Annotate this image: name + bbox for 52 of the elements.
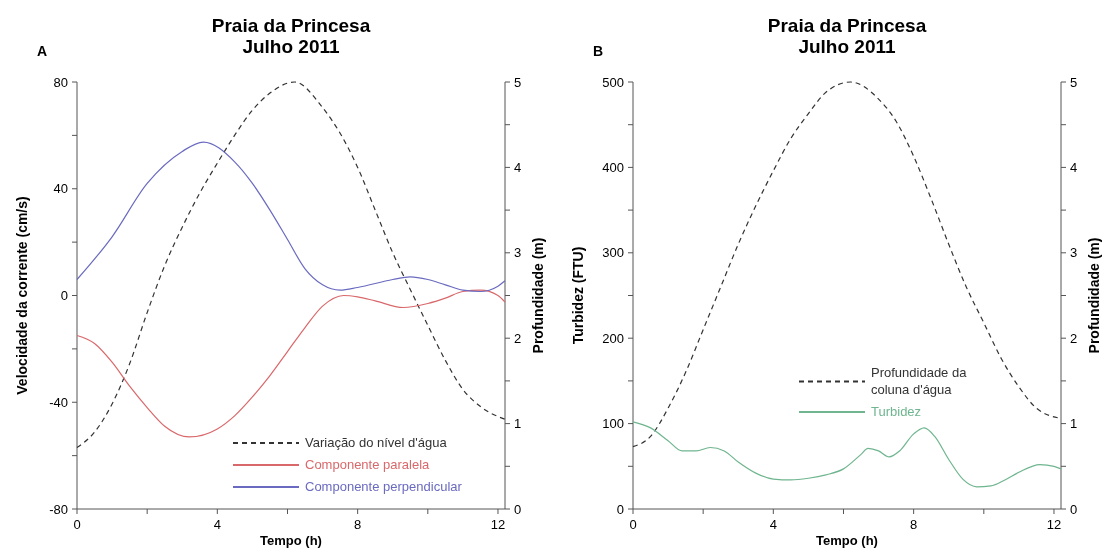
line-series bbox=[76, 289, 506, 438]
text: Componente paralela bbox=[305, 457, 431, 472]
y-axis-title: Turbidez (FTU) bbox=[570, 246, 586, 345]
y-tick-label: -40 bbox=[49, 394, 68, 410]
chart-title: Praia da Princesa bbox=[767, 15, 927, 36]
y-tick-label: 40 bbox=[53, 181, 68, 197]
x-tick-label: 8 bbox=[354, 517, 362, 532]
line-series bbox=[76, 141, 506, 293]
text: Componente perpendicular bbox=[305, 479, 463, 494]
x-tick-label: 12 bbox=[1046, 517, 1062, 532]
y-tick-label: 200 bbox=[602, 330, 624, 346]
x-tick-label: 8 bbox=[910, 517, 918, 532]
y2-tick-label: 2 bbox=[514, 330, 522, 346]
y2-tick-label: 3 bbox=[514, 245, 522, 261]
text: Variação do nível d'água bbox=[305, 435, 448, 450]
y2-tick-label: 1 bbox=[1070, 416, 1078, 432]
x-tick-label: 4 bbox=[213, 517, 221, 532]
y-tick-label: -80 bbox=[49, 501, 68, 517]
y-axis-title: Velocidade da corrente (cm/s) bbox=[14, 196, 30, 395]
series-label: Turbidez bbox=[871, 404, 922, 419]
chart-subtitle: Julho 2011 bbox=[798, 36, 897, 57]
y-tick-label: 500 bbox=[602, 74, 624, 90]
y2-tick-label: 0 bbox=[514, 501, 522, 517]
line-series bbox=[632, 421, 1062, 488]
x-tick-label: 0 bbox=[73, 517, 81, 532]
chart-subtitle: Julho 2011 bbox=[242, 36, 341, 57]
chart-title: Praia da Princesa bbox=[211, 15, 371, 36]
x-tick-label: 4 bbox=[769, 517, 777, 532]
y2-tick-label: 0 bbox=[1070, 501, 1078, 517]
x-axis-title: Tempo (h) bbox=[260, 533, 322, 548]
y2-tick-label: 2 bbox=[1070, 330, 1078, 346]
x-tick-label: 12 bbox=[490, 517, 506, 532]
y2-tick-label: 3 bbox=[1070, 245, 1078, 261]
y-tick-label: 0 bbox=[60, 288, 68, 303]
text: Profundidade da coluna d'água bbox=[871, 365, 968, 397]
x-tick-label: 0 bbox=[629, 517, 637, 532]
y2-axis-title: Profundidade (m) bbox=[1086, 237, 1102, 354]
x-axis-title: Tempo (h) bbox=[816, 533, 878, 548]
y-tick-label: 80 bbox=[53, 74, 68, 90]
line-series bbox=[76, 81, 506, 449]
y2-tick-label: 4 bbox=[1070, 159, 1078, 175]
y2-tick-label: 1 bbox=[514, 416, 522, 432]
y2-axis-title: Profundidade (m) bbox=[530, 237, 546, 354]
y2-tick-label: 4 bbox=[514, 159, 522, 175]
y2-tick-label: 5 bbox=[514, 74, 522, 90]
y-tick-label: 0 bbox=[616, 501, 624, 517]
y-tick-label: 300 bbox=[602, 245, 624, 261]
y-tick-label: 100 bbox=[602, 416, 624, 432]
text: A bbox=[37, 43, 48, 59]
text: B bbox=[593, 43, 604, 59]
y2-tick-label: 5 bbox=[1070, 74, 1078, 90]
y-tick-label: 400 bbox=[602, 159, 624, 175]
